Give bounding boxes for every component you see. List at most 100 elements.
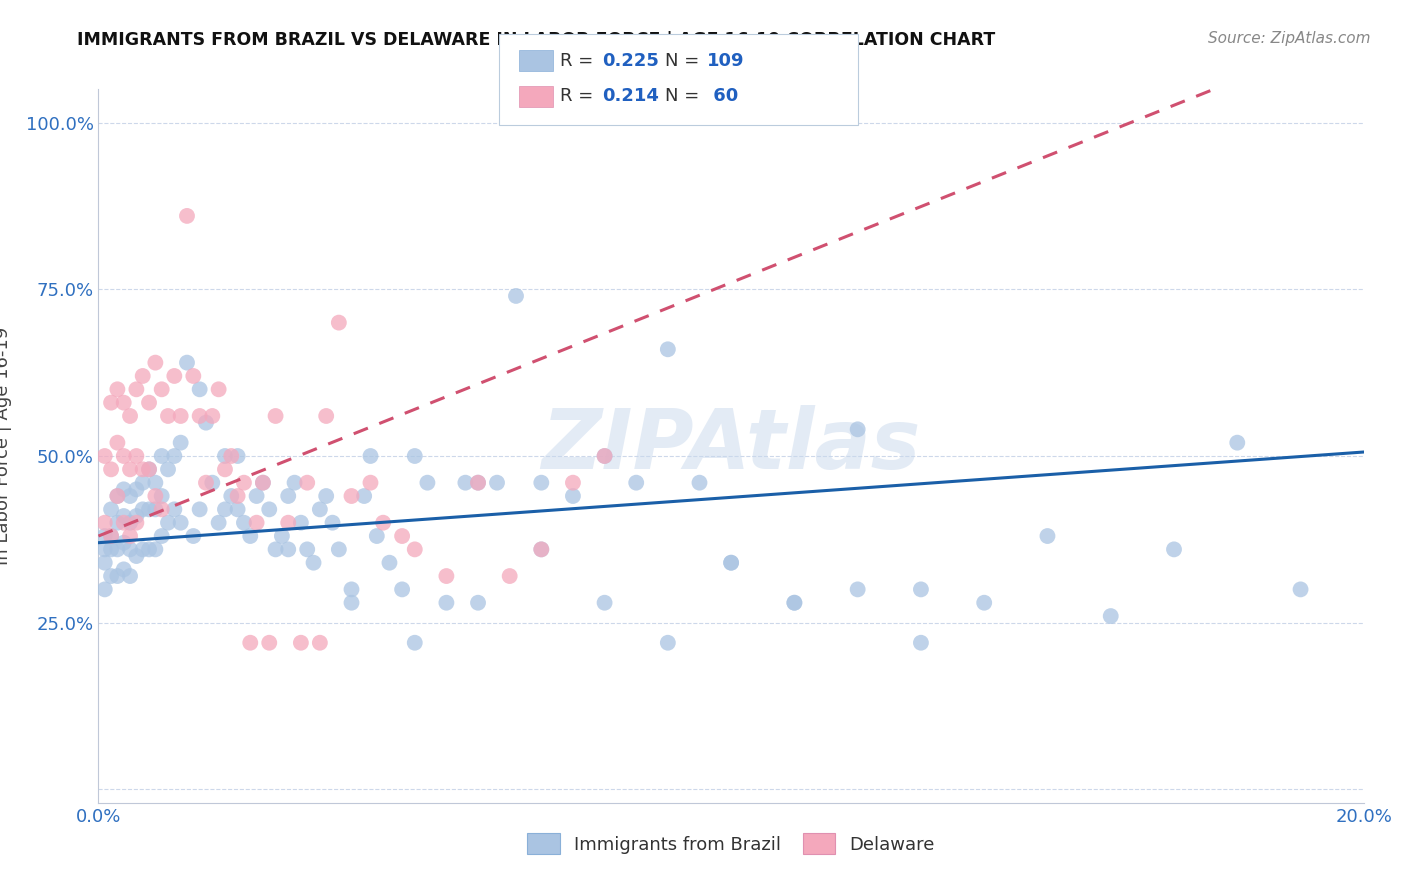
Point [340,582,363,597]
Point [120,542,141,557]
Point [112,535,135,549]
Point [157,516,180,530]
Point [720,556,742,570]
Point [107,542,129,557]
Point [624,475,647,490]
Point [264,409,287,423]
Point [239,636,262,650]
Point [270,529,294,543]
Point [505,289,527,303]
Point [138,462,160,476]
Point [1036,529,1059,543]
Point [657,343,679,357]
Point [112,509,135,524]
Point [157,462,180,476]
Point [100,529,122,543]
Point [436,596,458,610]
Point [309,636,332,650]
Point [783,596,806,610]
Point [290,636,312,650]
Point [150,502,173,516]
Point [132,542,155,557]
Text: N =: N = [665,87,704,105]
Point [100,542,122,557]
Point [176,209,198,223]
Point [150,449,173,463]
Point [593,449,616,463]
Text: 60: 60 [707,87,738,105]
Point [125,516,148,530]
Point [910,636,932,650]
Point [416,475,439,490]
Point [112,516,135,530]
Point [138,502,160,516]
Point [150,529,173,543]
Point [467,596,489,610]
Point [486,475,509,490]
Point [252,475,274,490]
Point [454,475,477,490]
Point [194,475,218,490]
Point [277,516,299,530]
Point [404,542,426,557]
Point [561,489,585,503]
Y-axis label: In Labor Force | Age 16-19: In Labor Force | Age 16-19 [0,326,11,566]
Point [593,449,616,463]
Point [264,542,287,557]
Point [246,516,269,530]
Point [112,395,135,409]
Point [145,542,166,557]
Point [328,542,350,557]
Point [132,475,155,490]
Point [125,382,148,396]
Point [163,449,186,463]
Point [233,516,256,530]
Point [846,582,869,597]
Point [208,516,231,530]
Text: IMMIGRANTS FROM BRAZIL VS DELAWARE IN LABOR FORCE | AGE 16-19 CORRELATION CHART: IMMIGRANTS FROM BRAZIL VS DELAWARE IN LA… [77,31,995,49]
Point [297,475,319,490]
Point [214,449,236,463]
Point [183,368,205,383]
Point [259,636,281,650]
Point [93,449,117,463]
Point [163,368,186,383]
Point [100,569,122,583]
Text: R =: R = [560,87,599,105]
Point [226,502,249,516]
Point [125,449,148,463]
Point [100,462,122,476]
Point [214,462,236,476]
Point [284,475,307,490]
Point [246,489,269,503]
Point [378,556,401,570]
Point [252,475,274,490]
Point [226,489,249,503]
Point [530,542,553,557]
Point [163,502,186,516]
Point [391,582,413,597]
Point [176,356,198,370]
Point [277,542,299,557]
Text: N =: N = [665,52,704,70]
Point [1099,609,1122,624]
Point [208,382,231,396]
Point [107,516,129,530]
Point [93,529,117,543]
Point [120,516,141,530]
Point [973,596,995,610]
Point [107,382,129,396]
Point [112,483,135,497]
Point [145,356,166,370]
Point [169,516,191,530]
Text: R =: R = [560,52,599,70]
Point [169,435,191,450]
Point [132,462,155,476]
Point [93,582,117,597]
Point [93,556,117,570]
Point [720,556,742,570]
Point [120,409,141,423]
Point [93,516,117,530]
Point [138,542,160,557]
Point [201,475,224,490]
